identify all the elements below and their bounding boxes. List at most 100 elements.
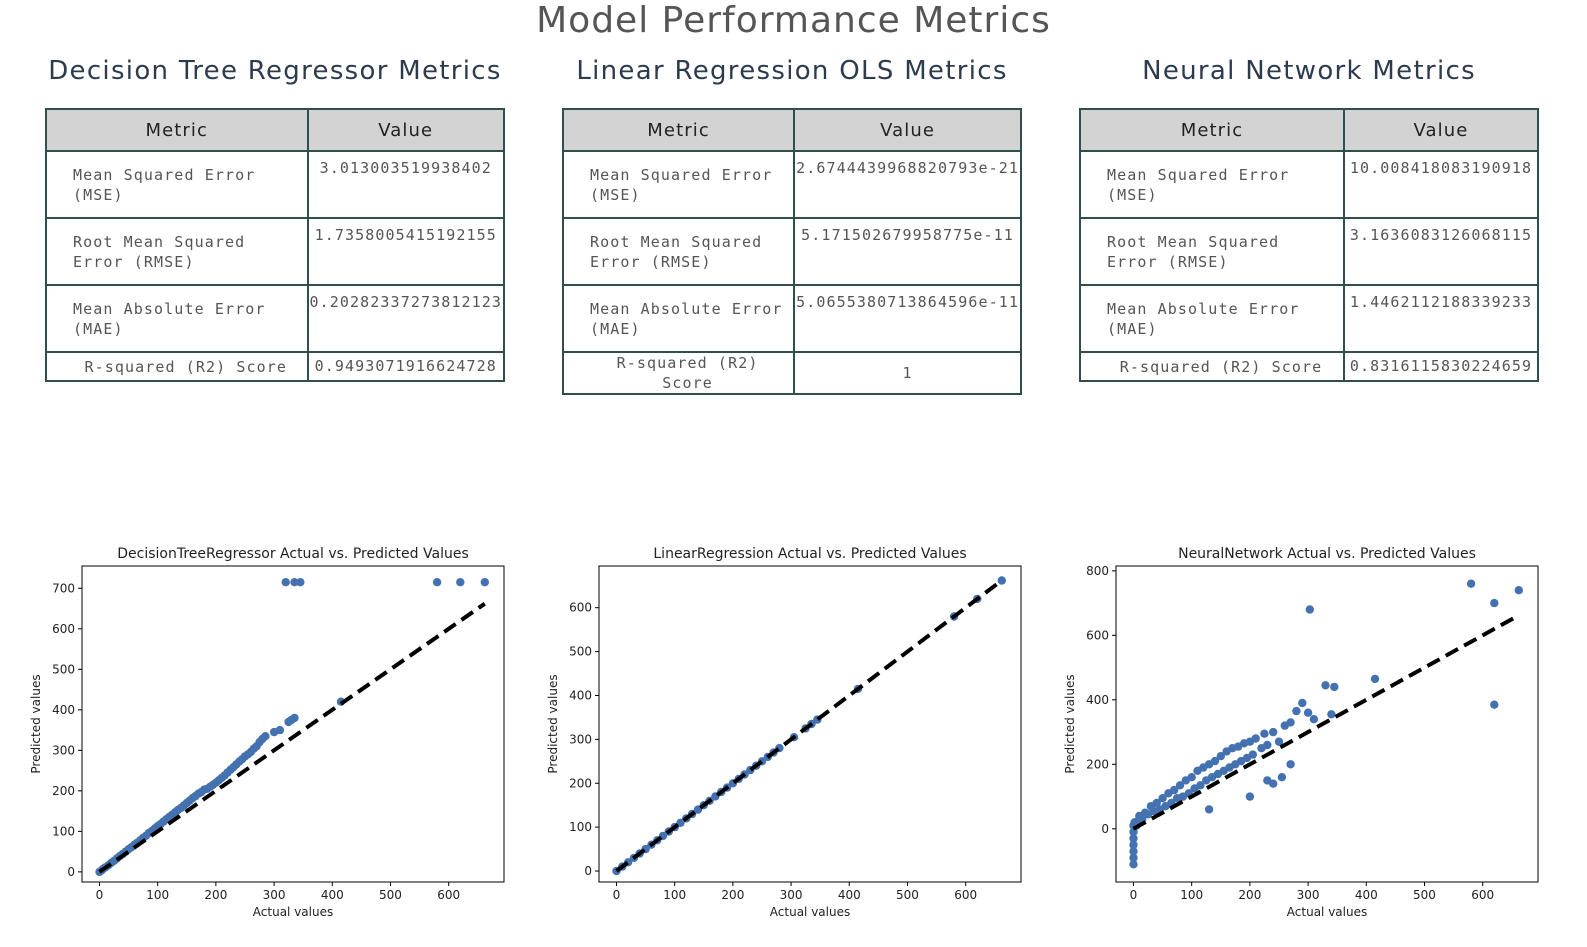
chart-decision-tree: DecisionTreeRegressor Actual vs. Predict… [28,538,546,938]
table-row: Mean Absolute Error (MAE) 0.202823372738… [45,284,506,353]
data-point [480,578,489,587]
metric-header: Metric [45,108,309,152]
x-tick-label: 200 [204,888,227,902]
table-row: R-squared (R2) Score 1 [561,351,1022,395]
data-point [1158,794,1167,803]
x-tick-label: 400 [321,888,344,902]
metric-header: Metric [561,108,796,152]
data-points [1129,579,1523,869]
y-tick-label: 0 [67,865,75,879]
data-point [1129,853,1138,862]
table-row: R-squared (R2) Score 0.9493071916624728 [45,351,506,382]
x-axis-label: Actual values [253,905,333,919]
x-tick-label: 300 [1297,888,1320,902]
x-tick-label: 600 [437,888,460,902]
metric-name: R-squared (R2) Score [561,351,796,395]
metric-name: R-squared (R2) Score [45,351,309,382]
y-tick-label: 600 [52,622,75,636]
x-tick-label: 0 [96,888,104,902]
scatter-plot: NeuralNetwork Actual vs. Predicted Value… [1063,546,1539,919]
data-point [432,578,442,587]
x-axis-label: Actual values [1287,905,1367,919]
data-point [1187,773,1196,782]
metric-name: Root Mean Squared Error (RMSE) [1079,217,1345,286]
panel-title: Decision Tree Regressor Metrics [48,56,502,86]
y-tick-label: 200 [1086,757,1109,771]
x-tick-label: 200 [1238,888,1261,902]
x-tick-label: 400 [838,888,861,902]
table-row: Root Mean Squared Error (RMSE) 3.1636083… [1079,217,1539,286]
x-tick-label: 500 [896,888,919,902]
data-point [1370,674,1380,684]
plot-frame [598,565,1022,883]
metrics-table: Metric Value Mean Squared Error (MSE) 3.… [45,108,506,382]
y-tick-label: 200 [569,776,592,790]
data-point [290,713,299,723]
x-tick-label: 600 [954,888,977,902]
x-axis-label: Actual values [770,905,850,919]
metric-name: R-squared (R2) Score [1079,351,1345,382]
scatter-plot: DecisionTreeRegressor Actual vs. Predict… [29,546,505,919]
y-axis-label: Predicted values [1063,674,1077,773]
table-row: Mean Squared Error (MSE) 10.008418083190… [1079,150,1539,219]
data-point [1286,718,1295,727]
chart-linear-regression: LinearRegression Actual vs. Predicted Va… [545,538,1063,938]
y-axis-label: Predicted values [29,674,43,773]
table-header-row: Metric Value [561,108,1022,152]
data-point [1286,760,1295,769]
metric-name: Root Mean Squared Error (RMSE) [561,217,796,286]
data-point [1490,598,1499,608]
metric-name: Root Mean Squared Error (RMSE) [45,217,309,286]
value-header: Value [1343,108,1539,152]
metric-name: Mean Squared Error (MSE) [1079,150,1345,219]
diagonal-line [615,578,1003,873]
metrics-table: Metric Value Mean Squared Error (MSE) 2.… [561,108,1022,395]
data-point [1321,681,1330,690]
table-row: Mean Squared Error (MSE) 3.0130035199384… [45,150,506,219]
y-tick-label: 400 [1086,693,1109,707]
table-header-row: Metric Value [45,108,506,152]
y-tick-label: 100 [569,820,592,834]
metric-value: 1 [793,351,1022,395]
data-point [281,578,290,587]
diagonal-line [1132,613,1520,831]
data-point [1292,706,1301,716]
y-tick-label: 500 [52,662,75,676]
table-row: R-squared (R2) Score 0.8316115830224659 [1079,351,1539,382]
data-point [1170,785,1179,795]
metric-name: Mean Squared Error (MSE) [561,150,796,219]
plot-frame [1115,565,1539,883]
data-point [1216,752,1225,761]
y-tick-label: 300 [52,743,75,757]
data-point [1152,798,1161,808]
y-tick-label: 400 [569,688,592,702]
data-point [1330,682,1339,692]
data-point [1129,834,1138,843]
data-point [1490,700,1499,709]
x-tick-label: 100 [146,888,169,902]
data-point [1248,750,1257,759]
data-point [1129,847,1138,856]
chart-title: LinearRegression Actual vs. Predicted Va… [653,546,966,562]
metrics-table: Metric Value Mean Squared Error (MSE) 10… [1079,108,1539,382]
data-point [1305,605,1314,614]
x-tick-label: 500 [379,888,402,902]
panel-neural-network: Neural Network Metrics Metric Value Mean… [1079,52,1539,382]
metric-value: 1.7358005415192155 [306,217,506,286]
x-tick-label: 100 [663,888,686,902]
chart-title: DecisionTreeRegressor Actual vs. Predict… [117,546,469,562]
metric-value: 3.1636083126068115 [1343,217,1539,286]
metric-value: 10.008418083190918 [1343,150,1539,219]
metric-value: 0.20282337273812123 [306,284,506,353]
page-title: Model Performance Metrics [536,0,1051,41]
panel-linear-regression: Linear Regression OLS Metrics Metric Val… [561,52,1022,395]
metric-name: Mean Squared Error (MSE) [45,150,309,219]
chart-title: NeuralNetwork Actual vs. Predicted Value… [1178,546,1476,562]
y-tick-label: 300 [569,732,592,746]
y-axis-label: Predicted values [546,674,560,773]
data-point [1303,708,1313,717]
data-point [1298,698,1307,708]
data-point [1269,779,1278,788]
data-point [296,578,305,587]
value-header: Value [793,108,1022,152]
